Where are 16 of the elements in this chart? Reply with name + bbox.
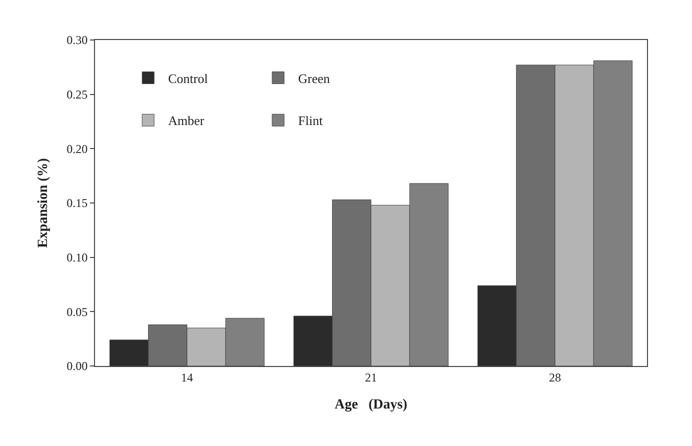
legend-label: Control <box>168 70 208 86</box>
y-tick-label: 0.30 <box>66 33 88 48</box>
x-tick-label: 14 <box>181 370 193 384</box>
y-tick-label: 0.10 <box>66 250 88 265</box>
y-tick-label: 0.05 <box>66 304 88 319</box>
x-tick-label: 21 <box>365 370 377 384</box>
y-tick-label: 0.25 <box>66 88 88 102</box>
y-tick-label: 0.15 <box>66 196 88 210</box>
y-tick-label: 0.20 <box>66 142 88 156</box>
x-axis-title: Age (Days) <box>334 398 408 413</box>
legend-label: Green <box>298 70 330 86</box>
legend-label: Flint <box>298 113 324 128</box>
y-tick-label: 0.00 <box>66 359 88 374</box>
x-tick-label: 28 <box>549 370 561 384</box>
legend-label: Amber <box>168 113 205 128</box>
y-axis-title: Expansion (%) <box>36 158 52 248</box>
